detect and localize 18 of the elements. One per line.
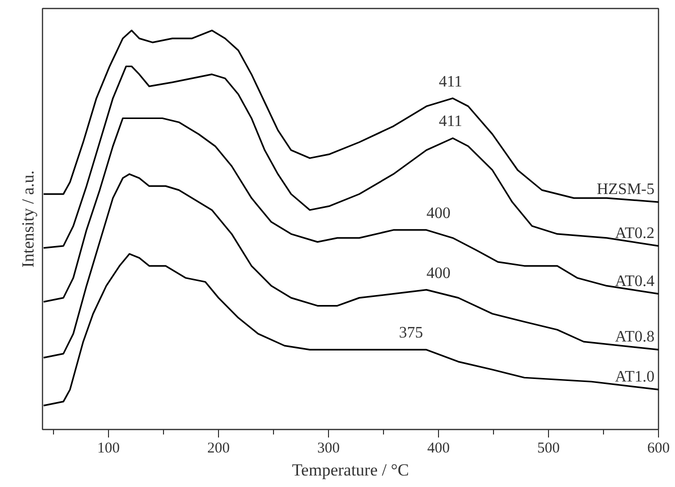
y-axis-title: Intensity / a.u. bbox=[18, 170, 38, 268]
x-axis-title: Temperature / °C bbox=[292, 460, 410, 480]
series-label: AT0.8 bbox=[614, 328, 655, 346]
annotation: 411 bbox=[438, 73, 462, 90]
series-label: AT0.2 bbox=[614, 224, 655, 242]
annotation: 400 bbox=[426, 264, 450, 282]
annotation: 375 bbox=[399, 324, 423, 342]
series-label: AT1.0 bbox=[614, 368, 655, 386]
x-tick-label: 500 bbox=[537, 440, 560, 456]
x-tick-label: 600 bbox=[647, 440, 670, 456]
series-label: AT0.4 bbox=[614, 272, 655, 290]
annotation: 400 bbox=[426, 204, 450, 222]
x-tick-label: 300 bbox=[317, 440, 340, 456]
annotation: 411 bbox=[438, 113, 462, 130]
x-tick-label: 100 bbox=[97, 440, 120, 456]
x-tick-label: 400 bbox=[427, 440, 450, 456]
series-label: HZSM-5 bbox=[596, 181, 654, 198]
x-tick-label: 200 bbox=[207, 440, 230, 456]
